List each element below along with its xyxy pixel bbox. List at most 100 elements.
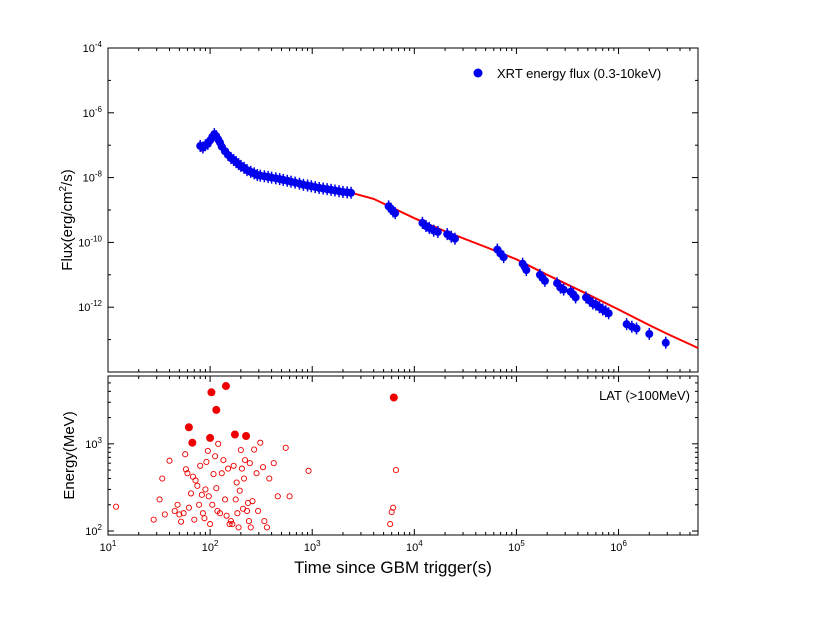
lat-points [113,382,399,531]
lat-open-marker [197,462,204,469]
xrt-marker [540,276,549,285]
model-curve [199,137,699,349]
lat-open-marker [196,501,203,508]
lat-open-marker [180,510,187,517]
lat-open-marker [204,447,211,454]
lat-open-marker [305,467,312,474]
x-axis-title: Time since GBM trigger(s) [294,558,492,577]
lat-open-marker [229,521,236,528]
top-y-tick-label: 10-12 [78,299,102,314]
lat-open-marker [245,518,252,525]
lat-open-marker [207,521,214,528]
lat-open-marker [241,475,248,482]
lat-open-marker [251,446,258,453]
lat-open-marker [226,521,233,528]
xrt-data-point [571,291,580,304]
xrt-data-point [661,336,670,349]
lat-open-marker [387,521,394,528]
lat-open-marker [205,493,212,500]
lat-open-marker [187,490,195,497]
lat-open-marker [260,464,267,471]
lat-open-marker [263,524,270,531]
lat-open-marker [238,465,245,472]
lat-filled-marker [184,423,193,432]
x-tick-label: 105 [508,539,525,554]
xrt-data-point [450,232,459,245]
lat-open-marker [198,491,205,498]
lat-open-marker [202,486,209,493]
lat-filled-marker [221,382,230,391]
lat-open-marker [235,524,242,531]
lat-open-marker [242,457,249,464]
lat-open-marker [249,498,256,505]
top-y-axis-title-part2: /s) [59,169,76,186]
legend-label-xrt: XRT energy flux (0.3-10keV) [497,66,661,81]
lat-open-marker [212,453,219,460]
lat-open-marker [182,466,190,473]
x-tick-label: 102 [202,539,219,554]
lat-open-marker [221,496,229,503]
top-panel-frame [107,47,699,373]
lat-open-marker [171,507,178,514]
x-tick-label: 103 [304,539,321,554]
xrt-marker [632,324,641,333]
lat-open-marker [266,475,273,482]
xrt-marker [571,293,580,302]
xrt-marker [450,234,459,243]
top-y-tick-label: 10-10 [78,234,102,249]
top-y-tick-label: 10-4 [83,40,103,55]
lat-open-marker [220,457,227,464]
xrt-data-point [347,186,356,199]
lat-open-marker [213,485,220,492]
lat-open-marker [246,460,253,467]
legend-marker-xrt [473,68,483,78]
lat-open-marker [174,501,181,508]
lat-open-marker [282,444,289,451]
lat-open-marker [388,509,395,516]
xrt-marker [522,266,531,275]
lat-open-marker [237,446,244,454]
bottom-y-axis-title: Energy(MeV) [61,411,78,499]
xrt-data-point [540,274,549,287]
top-legend: XRT energy flux (0.3-10keV) [473,66,661,81]
xrt-data-point [559,283,568,296]
xrt-points [196,128,670,349]
xrt-data-point [632,322,641,335]
xrt-data-point [499,251,508,264]
lat-open-marker [182,451,189,458]
lat-open-marker [178,518,185,525]
lat-open-marker [218,470,225,477]
xrt-marker [499,253,508,262]
lat-open-marker [113,503,120,510]
lat-open-marker [161,511,168,518]
lat-filled-marker [188,438,197,447]
lat-open-marker [232,496,239,503]
lat-open-marker [257,439,264,446]
bottom-y-tick-label: 103 [85,436,102,451]
lat-open-marker [159,475,166,482]
lat-open-marker [223,512,230,519]
lat-open-marker [236,487,243,494]
xrt-marker [347,188,356,197]
xrt-marker [391,209,400,218]
lat-open-marker [199,510,206,517]
lat-filled-marker [242,431,251,440]
top-panel: 10-12 10-10 10-8 10-6 10-4 XRT energy flux (… [58,40,699,373]
top-axis-ticks: 10-12 10-10 10-8 10-6 10-4 [78,40,699,373]
lat-open-marker [189,473,197,480]
lat-open-marker [191,516,198,523]
xrt-data-point [645,327,654,340]
lat-open-marker [192,477,199,484]
lat-filled-marker [206,433,215,442]
lat-open-marker [201,515,208,522]
lat-filled-marker [230,430,239,439]
lat-filled-marker [207,388,216,397]
model-curve-path [199,137,699,349]
lat-open-marker [209,501,216,508]
lat-open-marker [176,511,183,518]
lat-open-marker [216,510,224,517]
xrt-data-point [522,264,531,277]
